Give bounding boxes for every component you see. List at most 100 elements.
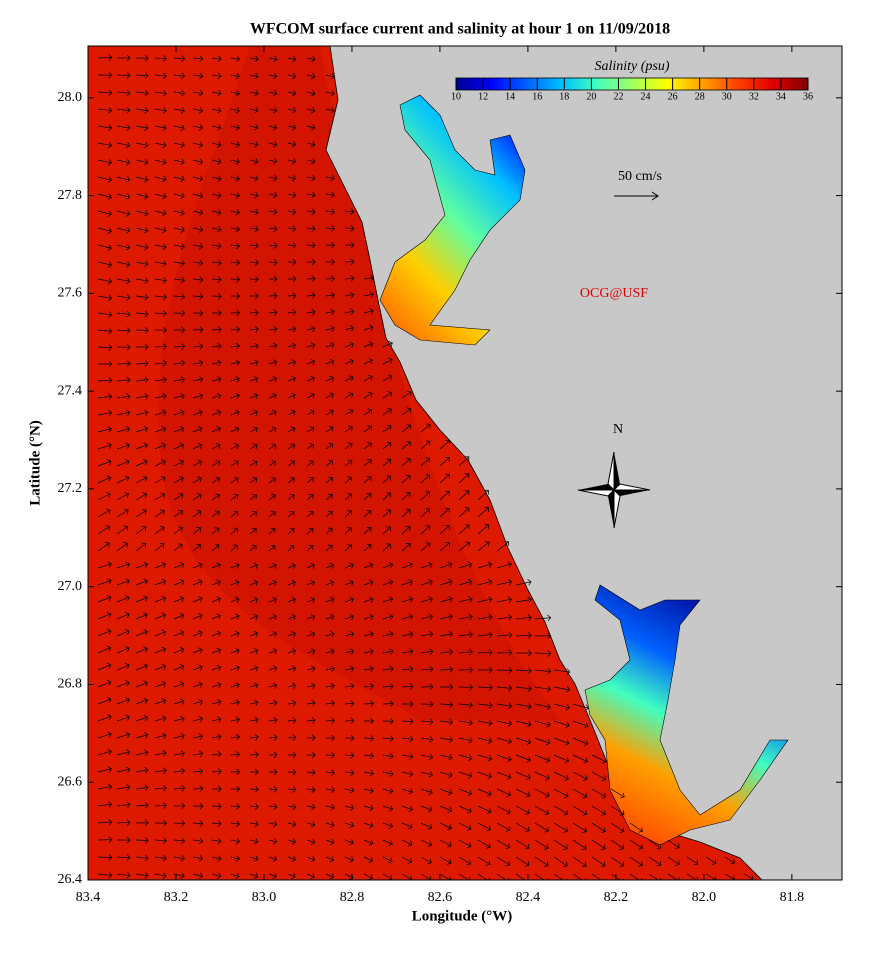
current-arrow xyxy=(496,614,513,621)
current-arrow xyxy=(173,820,186,827)
current-arrow xyxy=(363,544,372,552)
current-arrow xyxy=(363,510,372,518)
current-arrow xyxy=(192,259,204,267)
current-arrow xyxy=(135,509,147,518)
current-arrow xyxy=(154,837,167,844)
current-arrow xyxy=(173,493,184,501)
current-arrow xyxy=(667,873,680,880)
current-arrow xyxy=(135,819,149,827)
current-arrow xyxy=(135,697,148,705)
current-arrow xyxy=(306,359,316,366)
current-arrow xyxy=(382,579,394,586)
current-arrow xyxy=(629,839,643,850)
current-arrow xyxy=(116,766,131,774)
charlotte-harbor xyxy=(584,584,789,846)
current-arrow xyxy=(306,174,316,182)
current-arrow xyxy=(173,175,185,183)
current-arrow xyxy=(477,771,492,780)
current-arrow xyxy=(268,734,278,741)
current-arrow xyxy=(116,72,131,79)
current-arrow xyxy=(268,409,277,416)
current-arrow xyxy=(230,613,240,620)
current-arrow xyxy=(344,442,353,450)
current-arrow xyxy=(534,839,549,850)
north-label: N xyxy=(613,422,623,437)
current-arrow xyxy=(401,718,414,725)
current-arrow xyxy=(268,107,278,114)
current-arrow xyxy=(515,667,532,675)
current-arrow xyxy=(325,544,333,552)
current-arrow xyxy=(249,768,259,776)
current-arrow xyxy=(97,193,112,200)
current-arrow xyxy=(154,55,167,62)
current-arrow xyxy=(477,873,490,880)
current-arrow xyxy=(135,310,149,318)
current-arrow xyxy=(382,856,393,864)
current-arrow xyxy=(230,544,238,552)
current-arrow xyxy=(306,682,316,690)
current-arrow xyxy=(173,767,185,775)
current-arrow xyxy=(705,873,717,880)
current-arrow xyxy=(344,769,355,777)
current-arrow xyxy=(268,820,278,828)
current-arrow xyxy=(97,210,112,217)
current-arrow xyxy=(211,785,222,793)
current-arrow xyxy=(553,668,571,675)
current-arrow xyxy=(363,769,374,777)
current-arrow xyxy=(458,666,474,673)
current-arrow xyxy=(249,494,257,501)
current-arrow xyxy=(97,679,112,688)
current-arrow xyxy=(135,376,149,384)
current-arrow xyxy=(515,579,532,586)
current-arrow xyxy=(496,822,511,832)
current-arrow xyxy=(591,805,606,816)
current-arrow xyxy=(135,442,148,450)
current-arrow xyxy=(249,665,259,672)
current-arrow xyxy=(211,837,222,845)
current-arrow xyxy=(496,788,512,797)
current-arrow xyxy=(287,838,297,845)
current-arrow xyxy=(325,665,335,672)
current-arrow xyxy=(534,720,551,728)
current-arrow xyxy=(173,647,185,654)
current-arrow xyxy=(496,856,510,867)
current-arrow xyxy=(496,667,513,674)
current-arrow xyxy=(192,855,204,862)
current-arrow xyxy=(306,141,316,148)
current-arrow xyxy=(249,751,259,758)
current-arrow xyxy=(211,292,222,300)
current-arrow xyxy=(344,258,355,265)
current-arrow xyxy=(420,665,434,673)
current-arrow xyxy=(439,788,453,796)
current-arrow xyxy=(382,408,392,416)
current-arrow xyxy=(173,526,183,535)
current-arrow xyxy=(610,856,625,867)
current-arrow xyxy=(154,124,167,131)
current-arrow xyxy=(477,613,493,621)
current-arrow xyxy=(230,276,241,283)
current-arrow xyxy=(135,176,149,183)
current-arrow xyxy=(211,392,222,400)
current-arrow xyxy=(116,697,130,705)
current-arrow xyxy=(211,562,221,569)
current-arrow xyxy=(135,260,149,268)
current-arrow xyxy=(363,358,374,365)
current-arrow xyxy=(230,409,240,416)
current-arrow xyxy=(439,631,454,638)
current-arrow xyxy=(97,442,112,450)
current-arrow xyxy=(173,124,185,131)
current-arrow xyxy=(211,342,222,350)
current-arrow xyxy=(154,89,167,97)
current-arrow xyxy=(306,325,316,332)
current-arrow xyxy=(287,191,297,199)
x-tick-label: 81.8 xyxy=(780,890,805,905)
current-arrow xyxy=(306,786,316,793)
y-tick-label: 26.6 xyxy=(58,774,83,789)
current-arrow xyxy=(135,492,147,501)
current-arrow xyxy=(477,684,493,691)
current-arrow xyxy=(306,562,315,569)
current-arrow xyxy=(230,359,240,366)
current-arrow xyxy=(211,242,222,250)
current-arrow xyxy=(325,562,335,569)
current-arrow xyxy=(287,699,297,707)
